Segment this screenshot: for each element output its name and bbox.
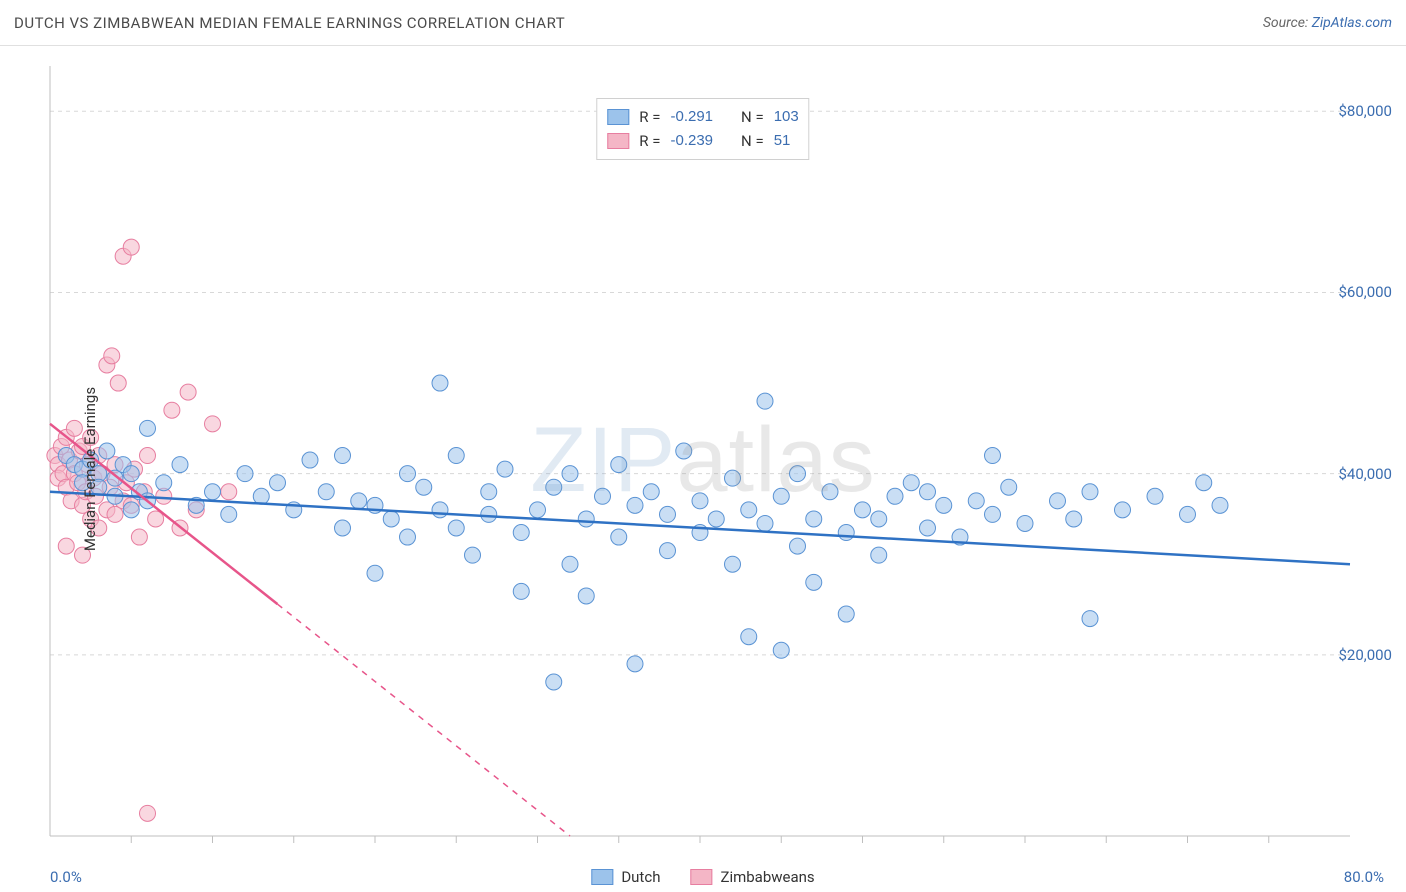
legend-item-dutch: Dutch <box>591 868 660 886</box>
dutch-swatch <box>607 109 629 125</box>
y-tick-label: $60,000 <box>1338 283 1392 301</box>
dutch-r-value: -0.291 <box>670 105 713 129</box>
r-label: R = <box>639 129 660 153</box>
legend-row-zimbabwean: R = -0.239 N = 51 <box>607 129 798 153</box>
y-tick-label: $40,000 <box>1338 465 1392 483</box>
scatter-plot <box>0 46 1406 892</box>
dutch-n-value: 103 <box>774 105 799 129</box>
n-label: N = <box>741 105 764 129</box>
x-axis-max: 80.0% <box>1344 868 1384 886</box>
zimbabwean-n-value: 51 <box>774 129 791 153</box>
n-label: N = <box>741 129 764 153</box>
source-link[interactable]: ZipAtlas.com <box>1312 15 1392 31</box>
legend-item-zimbabwean: Zimbabweans <box>690 868 814 886</box>
zimbabwean-swatch <box>607 133 629 149</box>
correlation-legend: R = -0.291 N = 103 R = -0.239 N = 51 <box>596 98 809 160</box>
legend-row-dutch: R = -0.291 N = 103 <box>607 105 798 129</box>
zimbabwean-r-value: -0.239 <box>670 129 713 153</box>
chart-header: DUTCH VS ZIMBABWEAN MEDIAN FEMALE EARNIN… <box>0 0 1406 46</box>
source-prefix: Source: <box>1263 15 1312 31</box>
zimbabwean-label: Zimbabweans <box>720 868 814 886</box>
chart-area: Median Female Earnings ZIPatlas R = -0.2… <box>0 46 1406 892</box>
dutch-swatch-icon <box>591 869 613 885</box>
y-axis-label: Median Female Earnings <box>81 387 99 551</box>
source-attribution: Source: ZipAtlas.com <box>1263 15 1392 31</box>
x-axis-min: 0.0% <box>50 868 82 886</box>
y-tick-label: $80,000 <box>1338 102 1392 120</box>
series-legend: Dutch Zimbabweans <box>591 868 814 886</box>
y-tick-label: $20,000 <box>1338 646 1392 664</box>
chart-title: DUTCH VS ZIMBABWEAN MEDIAN FEMALE EARNIN… <box>14 14 565 32</box>
r-label: R = <box>639 105 660 129</box>
dutch-label: Dutch <box>621 868 660 886</box>
zimbabwean-swatch-icon <box>690 869 712 885</box>
